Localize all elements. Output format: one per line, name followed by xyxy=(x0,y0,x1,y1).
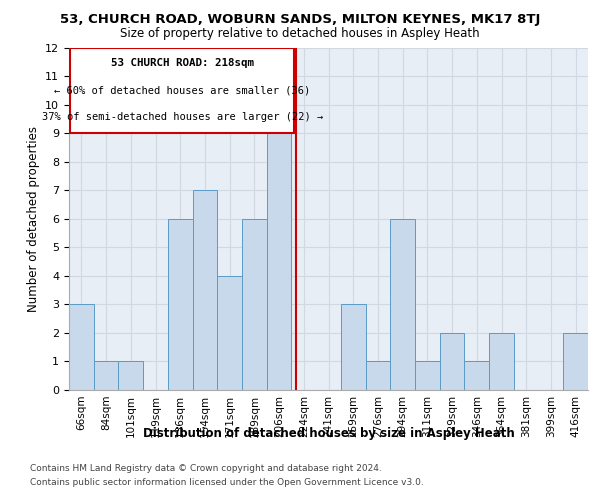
Bar xyxy=(440,333,464,390)
Bar xyxy=(341,304,365,390)
Bar xyxy=(69,304,94,390)
Text: 53, CHURCH ROAD, WOBURN SANDS, MILTON KEYNES, MK17 8TJ: 53, CHURCH ROAD, WOBURN SANDS, MILTON KE… xyxy=(60,12,540,26)
Bar xyxy=(415,362,440,390)
Bar xyxy=(118,362,143,390)
Bar xyxy=(390,219,415,390)
Text: Contains HM Land Registry data © Crown copyright and database right 2024.: Contains HM Land Registry data © Crown c… xyxy=(30,464,382,473)
Text: Contains public sector information licensed under the Open Government Licence v3: Contains public sector information licen… xyxy=(30,478,424,487)
Bar xyxy=(70,48,295,133)
Bar xyxy=(365,362,390,390)
Text: Size of property relative to detached houses in Aspley Heath: Size of property relative to detached ho… xyxy=(120,28,480,40)
Bar xyxy=(563,333,588,390)
Y-axis label: Number of detached properties: Number of detached properties xyxy=(26,126,40,312)
Bar xyxy=(267,104,292,390)
Bar xyxy=(94,362,118,390)
Text: ← 60% of detached houses are smaller (36): ← 60% of detached houses are smaller (36… xyxy=(54,85,310,95)
Bar xyxy=(464,362,489,390)
Bar xyxy=(168,219,193,390)
Bar xyxy=(217,276,242,390)
Text: 37% of semi-detached houses are larger (22) →: 37% of semi-detached houses are larger (… xyxy=(41,112,323,122)
Text: 53 CHURCH ROAD: 218sqm: 53 CHURCH ROAD: 218sqm xyxy=(111,58,254,68)
Bar xyxy=(242,219,267,390)
Bar xyxy=(489,333,514,390)
Bar xyxy=(193,190,217,390)
Text: Distribution of detached houses by size in Aspley Heath: Distribution of detached houses by size … xyxy=(143,428,515,440)
